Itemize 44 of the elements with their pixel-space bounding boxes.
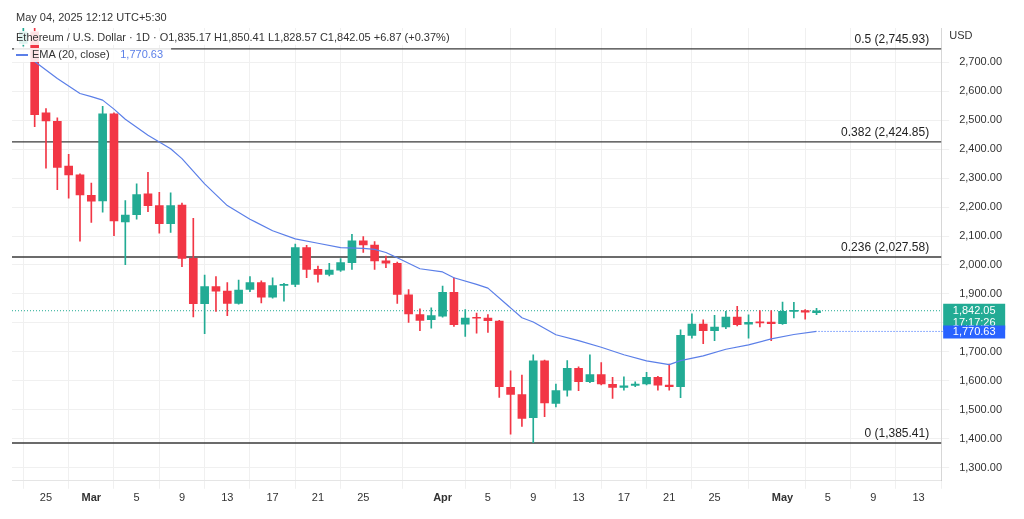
y-tick-label: 2,100.00: [959, 229, 1003, 242]
chart-title: Ethereum / U.S. Dollar · 1D · O1,835.17 H1,850.41 L1,828.57 C1,842.05 +6.87 (+0.37%): [16, 31, 450, 44]
x-tick-label: 17: [617, 491, 631, 504]
legend-label: EMA (20, close): [32, 48, 110, 61]
y-tick-label: 2,700.00: [959, 55, 1003, 68]
y-tick-label: 2,600.00: [959, 84, 1003, 97]
x-tick-label: 25: [39, 491, 53, 504]
text: 1,770.63: [120, 48, 164, 61]
y-tick-label: 1,900.00: [959, 286, 1003, 299]
y-tick-label: 1,300.00: [959, 460, 1003, 473]
x-tick-label: 17: [266, 491, 279, 504]
x-tick-label: 13: [912, 491, 925, 504]
y-tick-label: 1,600.00: [959, 373, 1003, 386]
x-tick-label: Mar: [81, 491, 102, 504]
text: 17:17:26: [952, 315, 996, 328]
x-tick-label: 9: [530, 491, 537, 504]
y-tick-label: 2,000.00: [959, 258, 1003, 271]
x-tick-label: 5: [824, 491, 831, 504]
chart-subtitle: May 04, 2025 12:12 UTC+5:30: [16, 11, 167, 24]
y-tick-label: 2,200.00: [959, 200, 1003, 213]
y-tick-label: 2,400.00: [959, 142, 1003, 155]
x-tick-label: 13: [572, 491, 585, 504]
x-tick-label: 5: [484, 491, 491, 504]
x-tick-label: May: [771, 491, 795, 504]
y-tick-label: 1,400.00: [959, 431, 1003, 444]
ref-line-label: 0.382 (2,424.85): [841, 125, 930, 140]
ref-line-label: 0 (1,385.41): [864, 426, 930, 441]
y-axis-title: USD: [949, 29, 973, 42]
ref-line-label: 0.5 (2,745.93): [854, 32, 930, 47]
x-tick-label: 9: [870, 491, 877, 504]
y-tick-label: 2,300.00: [959, 171, 1003, 184]
x-tick-label: 25: [357, 491, 370, 504]
x-tick-label: 9: [178, 491, 186, 504]
y-tick-label: 2,500.00: [959, 113, 1003, 126]
x-tick-label: 5: [133, 491, 140, 504]
y-tick-label: 1,500.00: [959, 402, 1003, 415]
x-tick-label: Apr: [433, 491, 453, 504]
x-tick-label: 25: [708, 491, 721, 504]
ref-line-label: 0.236 (2,027.58): [841, 240, 930, 255]
ref-line-label: 1,842.05: [952, 303, 996, 316]
y-tick-label: 1,700.00: [959, 344, 1003, 357]
x-tick-label: 21: [663, 491, 676, 504]
x-tick-label: 13: [221, 491, 234, 504]
x-tick-label: 21: [311, 491, 325, 504]
